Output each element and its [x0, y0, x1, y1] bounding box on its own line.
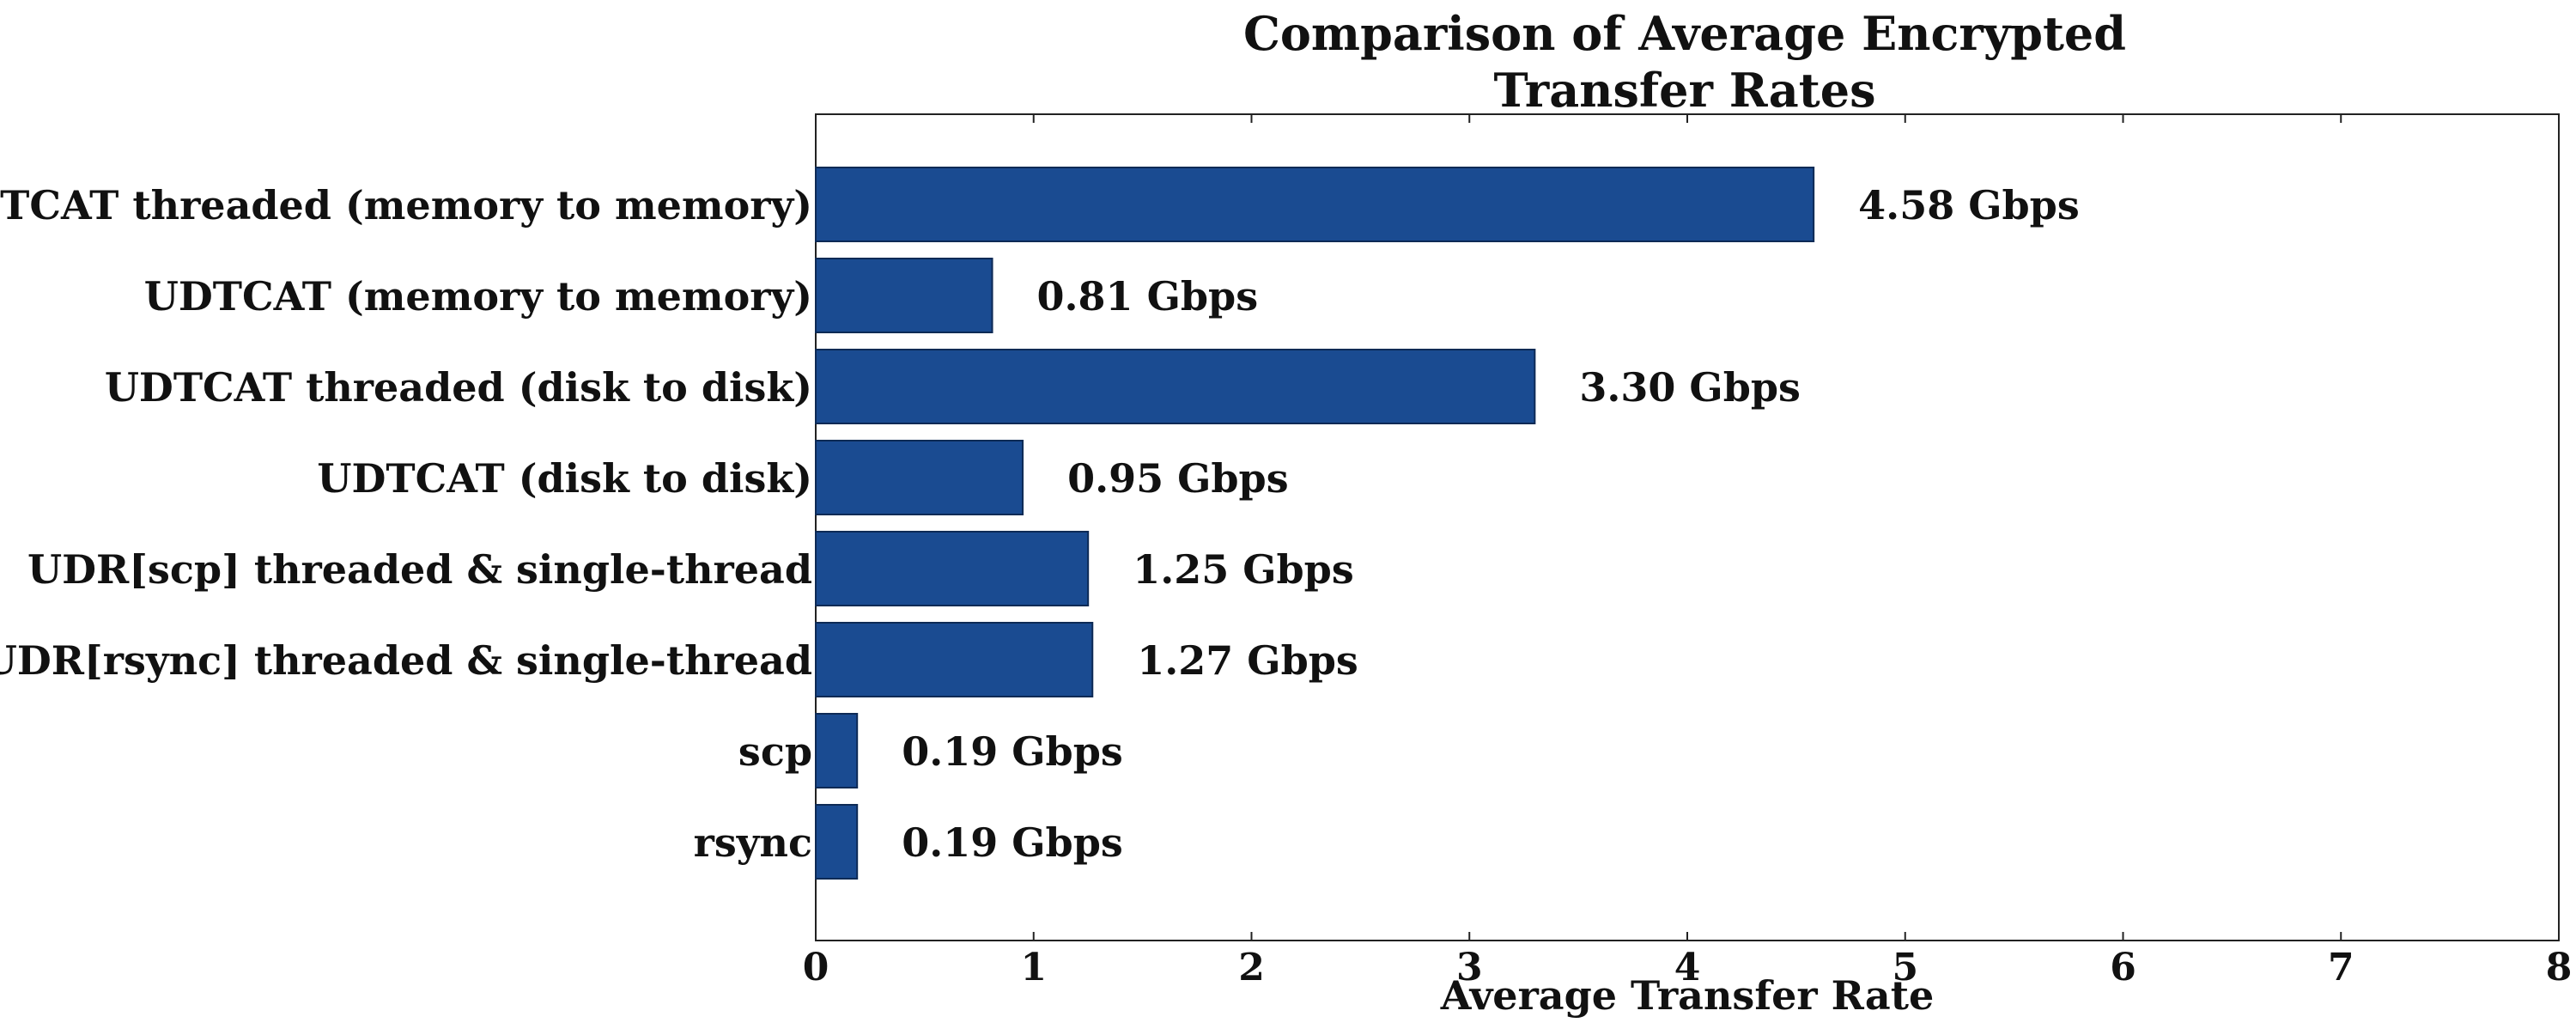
category-label: rsync	[694, 819, 812, 866]
bar-value-label: 0.81 Gbps	[1037, 273, 1259, 320]
bar-value-label: 3.30 Gbps	[1579, 364, 1801, 411]
category-label: scp	[738, 728, 812, 775]
bar	[815, 167, 1815, 242]
category-label: UDTCAT (memory to memory)	[144, 273, 812, 320]
x-tick-label: 2	[1238, 946, 1265, 989]
x-tick-label: 0	[803, 946, 829, 989]
chart-title: Comparison of Average EncryptedTransfer …	[1243, 6, 2126, 118]
chart-title-line: Transfer Rates	[1494, 63, 1876, 118]
y-axis-categories: UDTCAT threaded (memory to memory) UDTCAT…	[0, 182, 812, 866]
category-label: UDTCAT (disk to disk)	[317, 455, 812, 502]
x-tick-label: 4	[1674, 946, 1701, 989]
category-label: UDTCAT threaded (disk to disk)	[105, 364, 812, 411]
bar	[815, 349, 1536, 424]
bar-value-label: 0.95 Gbps	[1067, 455, 1289, 502]
bar	[815, 440, 1024, 515]
data-labels: 4.58 Gbps 0.81 Gbps 3.30 Gbps 0.95 Gbps 1.25…	[902, 182, 2080, 866]
x-tick-label: 6	[2110, 946, 2136, 989]
category-label: UDR[rsync] threaded & single-thread	[0, 637, 812, 684]
x-axis-label: Average Transfer Rate	[1440, 972, 1934, 1019]
bar-value-label: 0.19 Gbps	[902, 819, 1123, 866]
category-label: UDR[scp] threaded & single-thread	[27, 546, 812, 593]
bar-value-label: 0.19 Gbps	[902, 728, 1123, 775]
category-label: UDTCAT threaded (memory to memory)	[0, 182, 812, 228]
bar-value-label: 4.58 Gbps	[1858, 182, 2080, 228]
bar	[815, 713, 859, 788]
bar	[815, 622, 1094, 697]
bar-value-label: 1.25 Gbps	[1133, 546, 1354, 593]
bar	[815, 531, 1090, 606]
chart-title-line: Comparison of Average Encrypted	[1243, 6, 2126, 61]
bar	[815, 258, 993, 333]
bars	[815, 167, 1815, 880]
bar	[815, 804, 859, 880]
x-tick-label: 7	[2328, 946, 2354, 989]
x-tick-label: 1	[1020, 946, 1047, 989]
x-tick-label: 8	[2546, 946, 2573, 989]
x-tick-label: 3	[1456, 946, 1483, 989]
x-tick-label: 5	[1892, 946, 1918, 989]
x-axis-ticks: 0 1 2 3 4 5 6 7 8	[803, 114, 2573, 989]
bar-value-label: 1.27 Gbps	[1137, 637, 1358, 684]
